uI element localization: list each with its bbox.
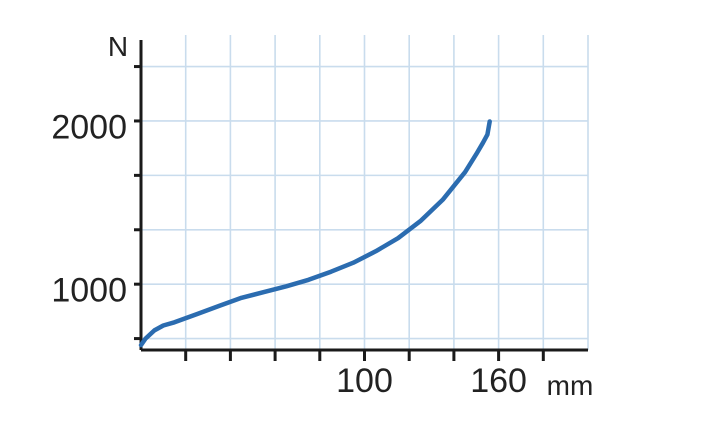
series-group — [138, 119, 492, 348]
x-tick-label: 100 — [336, 362, 393, 400]
tick-labels: 100 160 1000 2000 — [51, 108, 527, 400]
grid — [141, 35, 589, 350]
x-axis-label: mm — [547, 370, 594, 401]
x-tick-label: 160 — [470, 362, 527, 400]
y-tick-label: 1000 — [51, 272, 127, 310]
y-tick-label: 2000 — [51, 108, 127, 146]
series-line — [138, 119, 492, 348]
axis-ticks — [134, 65, 545, 361]
y-axis-label: N — [108, 31, 128, 62]
